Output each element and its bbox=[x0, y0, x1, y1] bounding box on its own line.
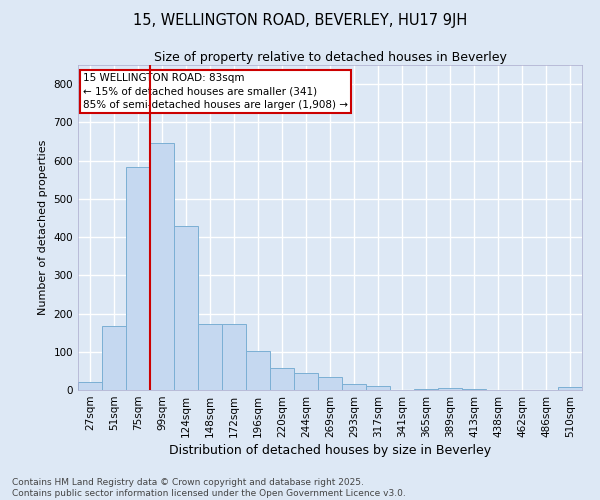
Bar bbox=[294, 373, 318, 390]
Bar bbox=[246, 350, 270, 390]
Bar bbox=[462, 389, 486, 390]
Bar bbox=[438, 388, 462, 390]
Bar bbox=[150, 144, 174, 390]
Bar bbox=[318, 378, 342, 390]
Text: Contains HM Land Registry data © Crown copyright and database right 2025.
Contai: Contains HM Land Registry data © Crown c… bbox=[12, 478, 406, 498]
Bar bbox=[558, 388, 582, 390]
Text: 15, WELLINGTON ROAD, BEVERLEY, HU17 9JH: 15, WELLINGTON ROAD, BEVERLEY, HU17 9JH bbox=[133, 12, 467, 28]
Bar bbox=[366, 386, 390, 390]
Bar bbox=[342, 384, 366, 390]
Bar bbox=[102, 326, 126, 390]
Bar bbox=[78, 382, 102, 390]
Title: Size of property relative to detached houses in Beverley: Size of property relative to detached ho… bbox=[154, 51, 506, 64]
Bar bbox=[270, 368, 294, 390]
Bar bbox=[414, 389, 438, 390]
Y-axis label: Number of detached properties: Number of detached properties bbox=[38, 140, 48, 315]
Bar bbox=[198, 324, 222, 390]
X-axis label: Distribution of detached houses by size in Beverley: Distribution of detached houses by size … bbox=[169, 444, 491, 457]
Bar bbox=[174, 226, 198, 390]
Bar bbox=[222, 324, 246, 390]
Text: 15 WELLINGTON ROAD: 83sqm
← 15% of detached houses are smaller (341)
85% of semi: 15 WELLINGTON ROAD: 83sqm ← 15% of detac… bbox=[83, 73, 348, 110]
Bar bbox=[126, 167, 150, 390]
